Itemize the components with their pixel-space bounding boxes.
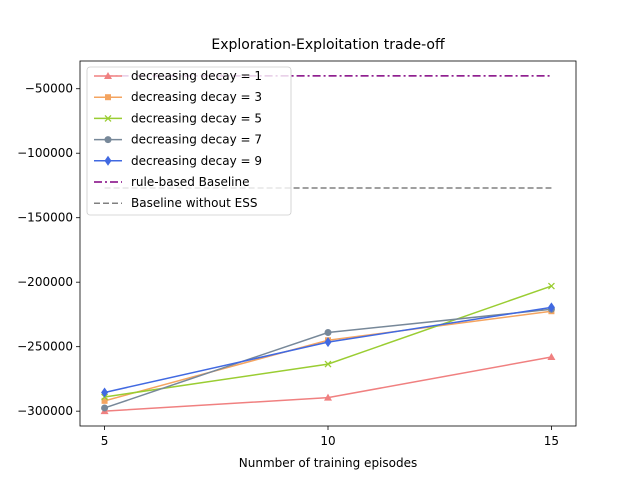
series-4 xyxy=(101,302,555,398)
series-2 xyxy=(101,282,555,401)
series-0 xyxy=(100,352,556,415)
plot-frame xyxy=(79,60,577,427)
x-tick-label: 10 xyxy=(320,434,335,448)
axes: −300000 −250000 −200000 −150000 −100000 −5000… xyxy=(17,60,577,448)
x-marker-stroke xyxy=(324,360,332,368)
legend-entry: rule-based Baseline xyxy=(94,175,250,189)
y-tick-label: −50000 xyxy=(25,82,73,96)
x-marker-stroke xyxy=(104,114,112,122)
y-tick-label: −200000 xyxy=(17,275,73,289)
y-tick-label: −300000 xyxy=(17,404,73,418)
legend-box xyxy=(86,66,292,216)
diamond-marker xyxy=(324,337,332,348)
legend-label: decreasing decay = 7 xyxy=(131,133,262,147)
legend: decreasing decay = 1 decreasing decay = 3… xyxy=(86,66,292,216)
legend-label: decreasing decay = 3 xyxy=(131,90,262,104)
legend-entry: Baseline without ESS xyxy=(94,196,257,210)
x-tick-label: 5 xyxy=(101,434,109,448)
legend-label: decreasing decay = 5 xyxy=(131,111,262,125)
triangle-marker xyxy=(547,352,556,360)
circle-marker xyxy=(104,136,112,144)
legend-entry: decreasing decay = 7 xyxy=(94,133,262,147)
x-axis-label: Nunmber of training episodes xyxy=(239,456,418,470)
y-tick-label: −150000 xyxy=(17,211,73,225)
diamond-marker xyxy=(547,302,555,313)
y-tick-label: −250000 xyxy=(17,340,73,354)
square-marker xyxy=(101,397,108,404)
legend-entry: decreasing decay = 1 xyxy=(94,69,262,83)
diamond-marker xyxy=(101,387,109,398)
x-marker-stroke xyxy=(547,282,555,290)
legend-entry: decreasing decay = 9 xyxy=(94,154,262,168)
legend-label: decreasing decay = 1 xyxy=(131,69,262,83)
x-tick-label: 15 xyxy=(544,434,559,448)
triangle-marker xyxy=(324,393,332,401)
diamond-marker xyxy=(104,155,112,166)
legend-label: decreasing decay = 9 xyxy=(131,154,262,168)
legend-label: rule-based Baseline xyxy=(131,175,250,189)
legend-entry: decreasing decay = 5 xyxy=(94,111,262,125)
triangle-marker xyxy=(104,72,112,79)
legend-entry: decreasing decay = 3 xyxy=(94,90,262,104)
y-tick-label: −100000 xyxy=(17,146,73,160)
legend-label: Baseline without ESS xyxy=(131,196,257,210)
square-marker xyxy=(105,94,111,101)
circle-marker xyxy=(101,404,109,412)
chart-title: Exploration-Exploitation trade-off xyxy=(211,37,445,53)
series-group xyxy=(100,75,556,415)
circle-marker xyxy=(324,328,332,336)
